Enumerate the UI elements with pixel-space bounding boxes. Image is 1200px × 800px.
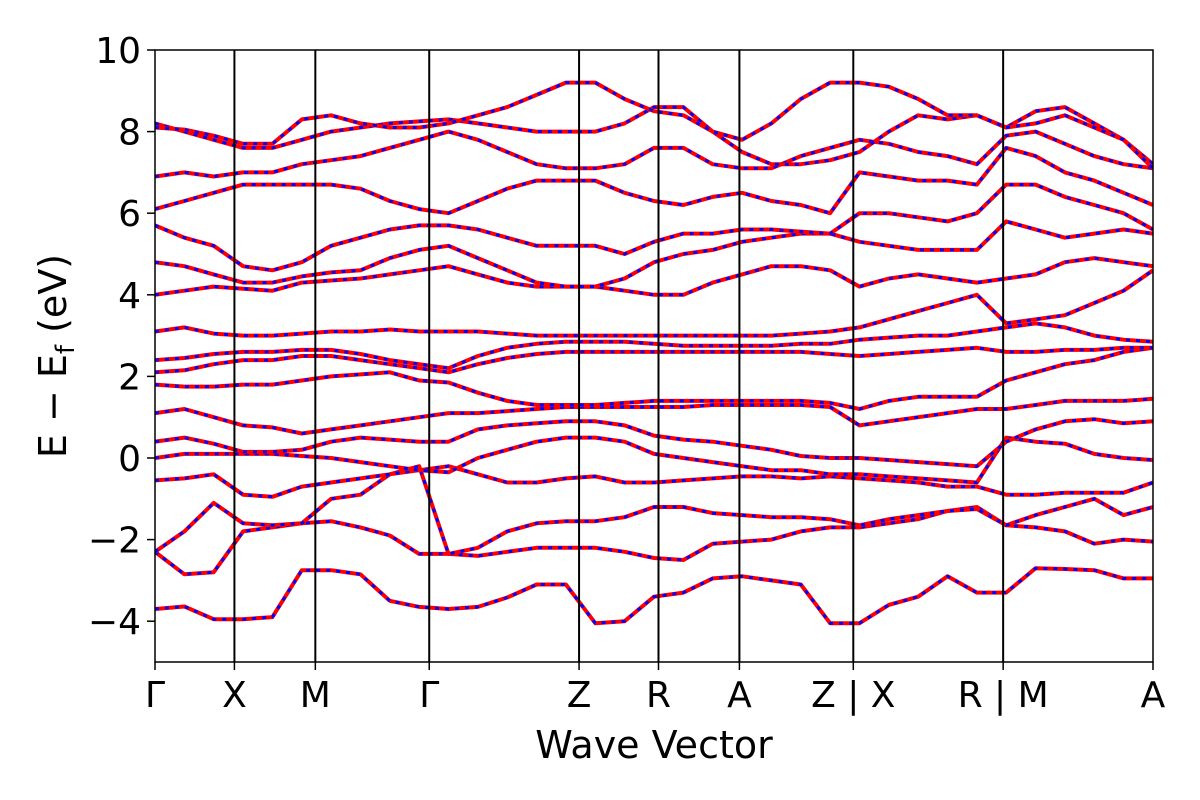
bands-group (155, 80, 1153, 626)
x-tick-label-5: R (646, 675, 671, 716)
band-dash-8 (155, 346, 1153, 374)
band-dash-7 (155, 346, 1153, 411)
x-tick-label-4: Z (567, 675, 592, 716)
x-tick-label-6: A (727, 675, 752, 716)
x-tick-label-7: Z | X (811, 675, 895, 716)
band-line-11 (155, 256, 1153, 297)
band-line-9 (155, 321, 1153, 371)
y-axis-label-unit: (eV) (31, 254, 75, 345)
band-dash-13 (155, 183, 1153, 272)
y-axis-label: E − Ef (eV) (31, 254, 81, 458)
plot-frame (154, 49, 1154, 663)
band-line-17 (155, 80, 1153, 170)
x-tick-label-9: A (1141, 675, 1166, 716)
band-dash-6 (155, 397, 1153, 436)
band-dash-12 (155, 219, 1153, 289)
y-tick-label-1: −2 (88, 521, 141, 562)
y-tick-label-4: 4 (118, 276, 141, 317)
band-dash-16 (155, 105, 1153, 166)
band-dash-0 (155, 566, 1153, 625)
y-tick-label-5: 6 (118, 194, 141, 235)
band-dash-10 (155, 269, 1153, 338)
y-axis-label-main: E − E (31, 354, 75, 458)
x-tick-label-0: Γ (145, 675, 165, 716)
band-dash-3 (155, 464, 1153, 499)
band-dash-14 (155, 146, 1153, 215)
band-line-5 (155, 417, 1153, 469)
x-axis: Γ X M Γ Z R A Z | X R | M A (145, 662, 1166, 716)
y-tick-label-6: 8 (118, 113, 141, 154)
band-dash-4 (155, 435, 1153, 485)
y-tick-label-3: 2 (118, 357, 141, 398)
band-line-15 (155, 129, 1153, 179)
y-tick-label-0: −4 (88, 602, 141, 643)
y-tick-label-7: 10 (95, 31, 141, 72)
x-tick-label-2: M (300, 675, 331, 716)
kpoint-lines (233, 50, 1005, 662)
x-tick-label-3: Γ (419, 675, 439, 716)
y-tick-label-2: 0 (118, 439, 141, 480)
y-axis-label-subscript: f (51, 344, 81, 354)
x-axis-label: Wave Vector (535, 723, 773, 767)
x-tick-label-1: X (222, 675, 247, 716)
x-tick-label-8: R | M (958, 675, 1049, 716)
y-axis: −4 −2 0 2 4 6 8 10 (88, 31, 155, 643)
band-dash-2 (155, 464, 1153, 556)
